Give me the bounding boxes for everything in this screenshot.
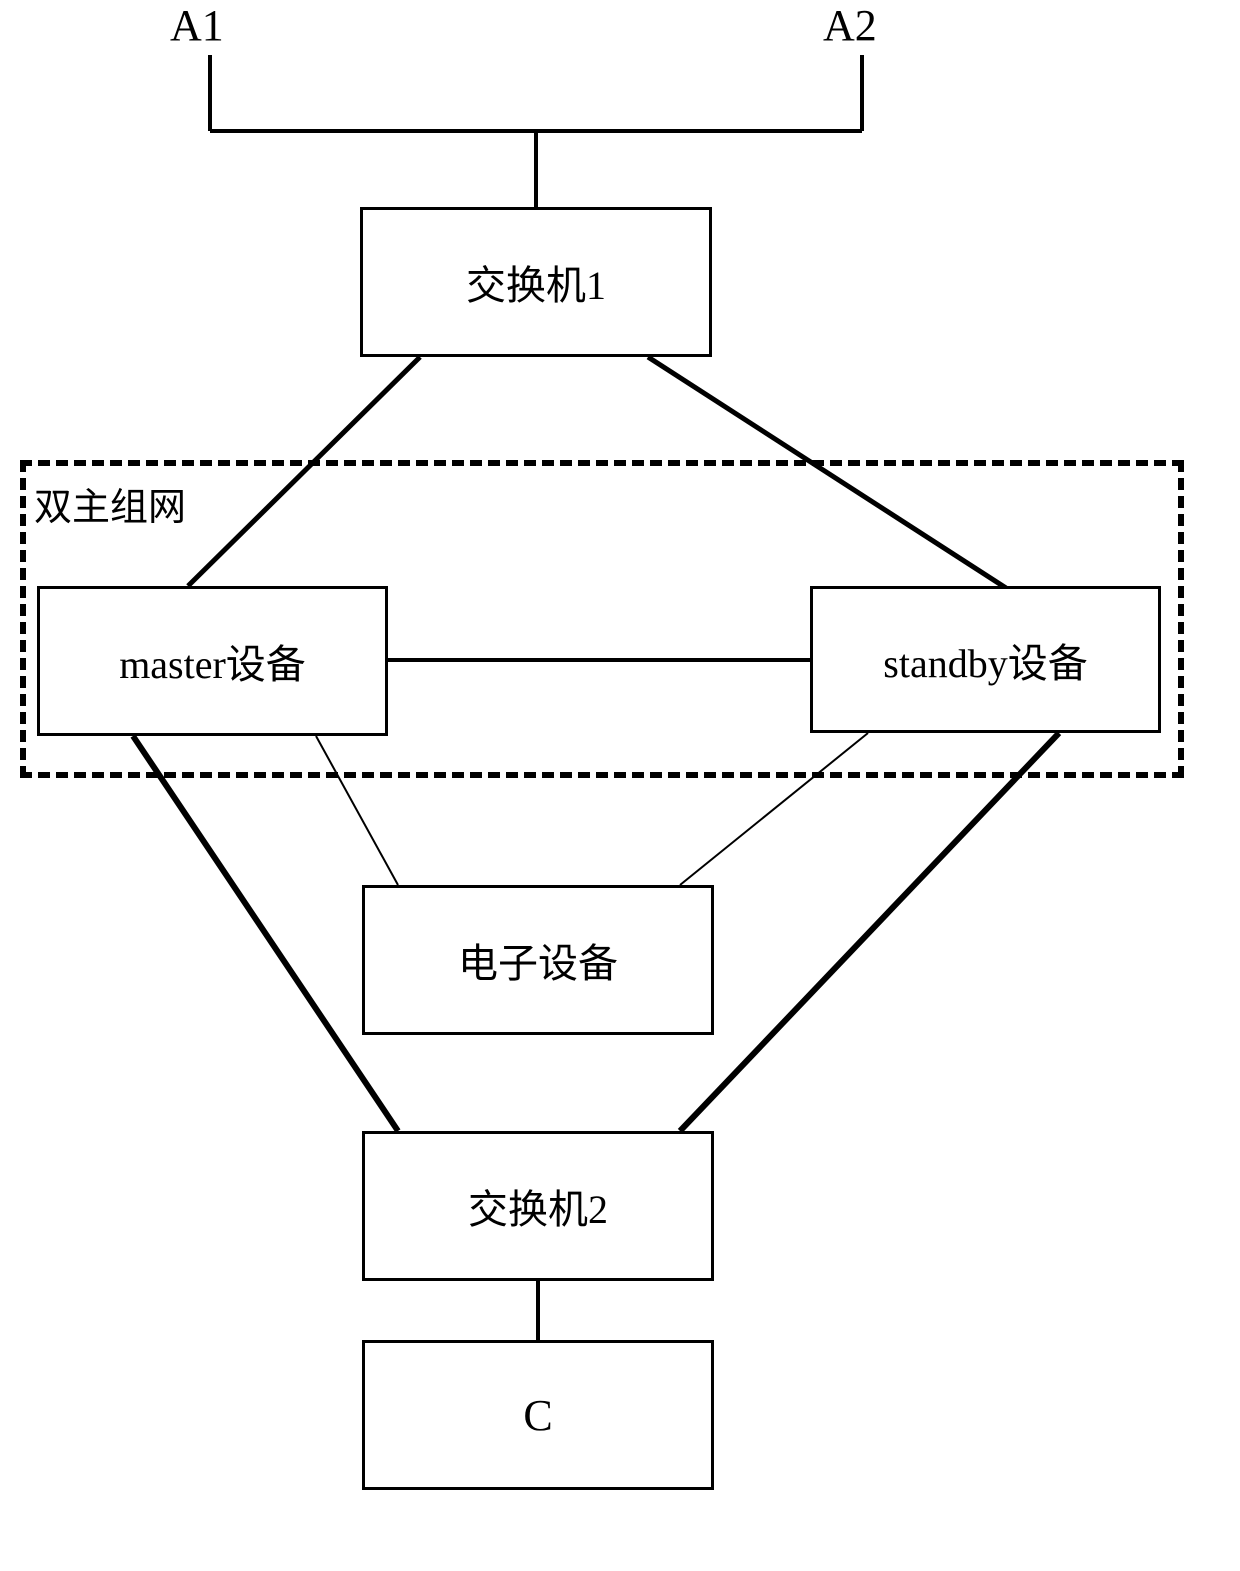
node-electronic-device-label: 电子设备 — [458, 931, 618, 989]
node-master: master设备 — [37, 586, 388, 736]
node-electronic-device: 电子设备 — [362, 885, 714, 1035]
node-standby: standby设备 — [810, 586, 1161, 733]
dual-master-group-label: 双主组网 — [34, 476, 186, 531]
node-master-label: master设备 — [119, 632, 306, 690]
edge-master_b-switch2_tl — [133, 736, 398, 1131]
node-c: C — [362, 1340, 714, 1490]
node-a1-label: A1 — [170, 0, 224, 51]
edge-standby_b-switch2_tr — [680, 733, 1059, 1131]
node-switch2-label: 交换机2 — [468, 1177, 608, 1235]
node-standby-label: standby设备 — [883, 631, 1087, 689]
node-switch1: 交换机1 — [360, 207, 712, 357]
node-switch1-label: 交换机1 — [466, 253, 606, 311]
node-a2-label: A2 — [823, 0, 877, 51]
diagram-canvas: 双主组网 A1 A2 交换机1 master设备 standby设备 电子设备 … — [0, 0, 1240, 1571]
node-c-label: C — [523, 1390, 552, 1441]
node-switch2: 交换机2 — [362, 1131, 714, 1281]
